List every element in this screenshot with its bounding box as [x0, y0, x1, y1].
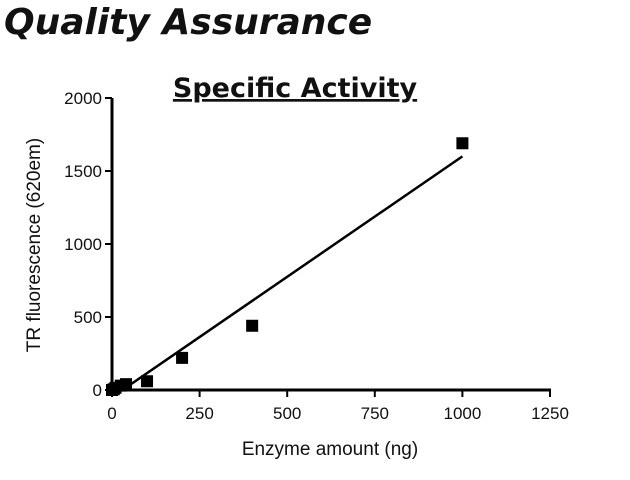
data-points [106, 137, 469, 396]
x-tick-label: 250 [185, 404, 213, 423]
fit-line [121, 155, 464, 392]
y-tick-label: 500 [74, 308, 102, 327]
y-tick-label: 1500 [64, 162, 102, 181]
tick-labels: 0 500 1000 1500 2000 0 250 500 750 1000 1250 [64, 89, 569, 423]
y-tick-label: 1000 [64, 235, 102, 254]
fit-line-group [121, 155, 464, 392]
page-title: Quality Assurance [4, 2, 373, 43]
y-tick-label: 2000 [64, 89, 102, 108]
y-axis-label: TR fluorescence (620em) [24, 138, 45, 352]
x-axis-label: Enzyme amount (ng) [242, 439, 418, 460]
x-tick-label: 1250 [531, 404, 569, 423]
x-tick-label: 750 [361, 404, 389, 423]
y-tick-label: 0 [93, 381, 102, 400]
x-tick-label: 1000 [443, 404, 481, 423]
data-point [141, 375, 154, 388]
data-point [246, 319, 259, 332]
data-point [456, 137, 469, 150]
chart-title: Specific Activity [173, 73, 418, 104]
data-point [176, 351, 189, 364]
x-tick-label: 500 [273, 404, 301, 423]
data-point [120, 378, 133, 391]
x-tick-label: 0 [107, 404, 116, 423]
